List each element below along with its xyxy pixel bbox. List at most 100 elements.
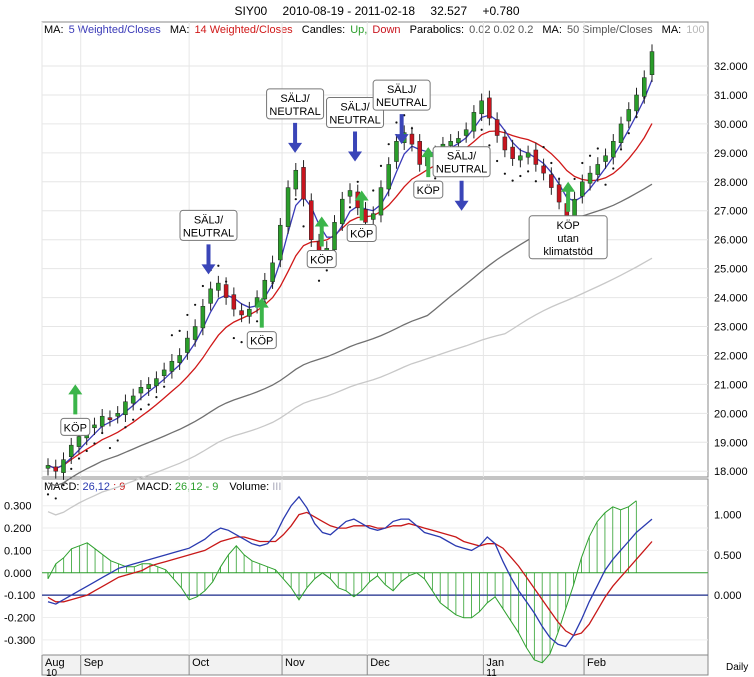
parabolic-dot — [534, 180, 537, 183]
volume-legend: III — [272, 481, 282, 493]
buy-signal: KÖP — [306, 216, 337, 269]
parabolic-dot — [317, 279, 321, 282]
signal-label-box — [246, 331, 277, 350]
parabolic-dot — [77, 457, 81, 460]
candle-body — [278, 224, 283, 261]
parabolic-dot — [325, 269, 328, 272]
candle-body — [61, 459, 66, 473]
parabolic-dot — [496, 159, 499, 163]
price-tick-label: 25.000 — [714, 264, 748, 276]
candle-body — [572, 198, 577, 219]
parabolic-dot — [132, 418, 135, 421]
chart-header: SIY00 2010-08-19 - 2011-02-18 32.527 +0.… — [0, 0, 754, 22]
sell-signal: SÄLJ/NEUTRAL — [266, 88, 325, 153]
candle-body — [518, 155, 523, 161]
month-label: Oct — [192, 657, 209, 669]
signal-label-box — [306, 250, 337, 269]
candle-body — [216, 282, 221, 291]
parabolic-dot — [232, 336, 235, 340]
parabolic-dot — [348, 206, 352, 209]
candle-body — [340, 198, 345, 225]
sell-signal: SÄLJ/NEUTRAL — [372, 79, 431, 145]
buy-arrow — [68, 384, 83, 415]
parabolic-dot — [372, 189, 375, 192]
candle-body — [76, 436, 82, 447]
parabolic-dot — [116, 439, 119, 442]
price-tick-label: 22.000 — [714, 350, 748, 362]
price-tick-label: 19.000 — [714, 437, 748, 449]
price-tick-label: 26.000 — [714, 235, 748, 247]
candle-body — [262, 279, 268, 300]
parabolic-dot — [255, 320, 259, 323]
last-price-label: 32.527 — [430, 4, 468, 18]
parabolics-legend: 0.02 0.02 0.2 — [469, 24, 534, 36]
parabolic-dot — [108, 446, 112, 450]
candle-body — [626, 109, 632, 122]
parabolic-dot — [573, 177, 576, 181]
buy-arrow — [561, 181, 576, 212]
candles-prefix: Candles: — [301, 24, 346, 36]
date-range-label: 2010-08-19 - 2011-02-18 — [282, 4, 416, 18]
signal-label-box — [179, 209, 238, 241]
parabolic-dot — [604, 183, 607, 186]
parabolic-dot — [527, 170, 530, 173]
price-tick-label: 28.000 — [714, 177, 748, 189]
candle-body — [239, 310, 244, 316]
candle-body — [169, 360, 175, 372]
month-label: Dec — [370, 657, 390, 669]
macd2-legend: 26,12 - 9 — [174, 481, 219, 493]
candle-body — [192, 326, 198, 340]
candle-body — [386, 164, 391, 190]
candle-body — [525, 152, 531, 158]
signal-label-text: NEUTRAL — [329, 115, 380, 127]
buy-arrow — [314, 216, 329, 247]
parabolic-dot — [588, 154, 592, 157]
candle-body — [510, 146, 515, 159]
buy-signal: KÖP — [60, 384, 91, 436]
histogram-outline — [47, 500, 637, 664]
candle-body — [502, 136, 508, 151]
period-label: Daily — [726, 662, 748, 673]
candle-body — [549, 174, 554, 188]
candle-body — [494, 119, 500, 136]
parabolic-dot — [217, 264, 220, 267]
price-tick-label: 20.000 — [714, 408, 748, 420]
signal-label-box — [528, 215, 608, 260]
sell-arrow — [348, 131, 363, 162]
price-tick-label: 30.000 — [714, 119, 748, 131]
month-label: Feb — [587, 657, 606, 669]
signal-label-box — [326, 97, 385, 129]
ma5-prefix: MA: — [44, 24, 64, 36]
macd-left-tick: 0.000 — [4, 568, 32, 580]
candle-body — [603, 155, 608, 162]
candle-body — [409, 133, 415, 145]
ma14-prefix: MA: — [169, 24, 190, 36]
month-label: Aug — [45, 657, 65, 669]
signal-label-box — [413, 180, 444, 199]
sell-signal: SÄLJ/NEUTRAL — [432, 146, 491, 211]
signal-label-text: SÄLJ/ — [280, 93, 310, 105]
signal-label-text: SÄLJ/ — [194, 214, 224, 226]
sell-signal: SÄLJ/NEUTRAL — [179, 209, 238, 275]
parabolic-dot — [387, 143, 390, 146]
signal-label-text: klimatstöd — [543, 246, 593, 258]
candle-body — [618, 123, 624, 143]
year-label: 10 — [46, 668, 58, 677]
parabolic-dot — [170, 334, 173, 337]
parabolic-dot — [302, 225, 305, 228]
macd-left-tick: -0.300 — [4, 635, 35, 647]
macd-left-tick: 0.300 — [4, 501, 32, 513]
candle-body — [580, 181, 585, 197]
signal-label-box — [60, 417, 91, 436]
ma5-line — [47, 79, 653, 470]
buy-arrow — [421, 147, 436, 178]
ma100-prefix: MA: — [661, 24, 682, 36]
parabolic-dot — [240, 341, 243, 344]
parabolic-dot — [488, 144, 491, 147]
candle-body — [146, 384, 151, 389]
signal-label-text: NEUTRAL — [183, 227, 234, 239]
buy-signal: KÖP — [346, 190, 377, 242]
candle-body — [378, 187, 384, 216]
